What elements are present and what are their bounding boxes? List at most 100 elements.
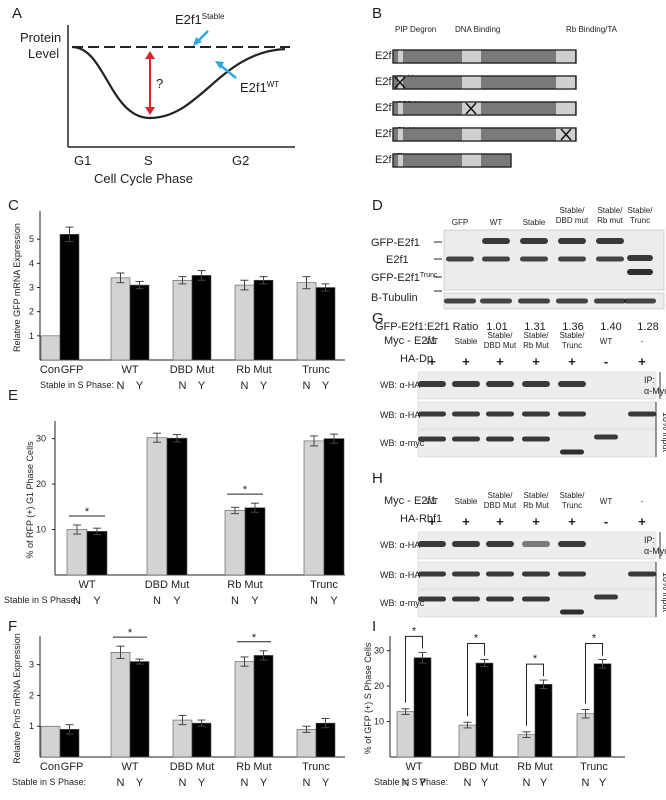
bar bbox=[166, 437, 188, 576]
panel-letter-a: A bbox=[12, 5, 22, 22]
significance-bracket bbox=[585, 643, 603, 704]
panelI-ylabel: % of GFP (+) S Phase Cells bbox=[363, 642, 373, 754]
panel-c-chart: 1 2 3 4 5 Relative GFP mRNA Expression Con GFP W… bbox=[12, 211, 345, 392]
bar bbox=[413, 657, 432, 758]
significance-star: * bbox=[474, 633, 479, 645]
category-label: DBD Mut bbox=[170, 761, 215, 773]
category-label: WT bbox=[121, 364, 138, 376]
domain-label-rb: Rb Binding/TA bbox=[566, 25, 618, 34]
rb-domain-1 bbox=[556, 76, 575, 89]
blot-band bbox=[452, 381, 480, 387]
category-label: Rb Mut bbox=[236, 364, 271, 376]
bar bbox=[458, 724, 477, 758]
blot-d-ratio: 1.40 bbox=[600, 321, 621, 333]
coip-lane-label: Stable bbox=[455, 497, 478, 506]
coip-lane-label: Stable/ bbox=[560, 491, 586, 500]
bar bbox=[253, 279, 274, 361]
panelH-tag: HA-Rbf1 bbox=[400, 513, 442, 525]
bar bbox=[303, 440, 325, 576]
y-tick-label: 5 bbox=[29, 234, 34, 244]
coip-lane-label: WT bbox=[426, 337, 439, 346]
coip-lane-label: Stable/ bbox=[560, 331, 586, 340]
bar bbox=[296, 282, 317, 361]
coip-lane-label: WT bbox=[600, 497, 613, 506]
blot-band bbox=[522, 411, 550, 417]
blot-band bbox=[452, 596, 480, 602]
y-tick-label: 30 bbox=[374, 646, 384, 656]
mutation-x-icon bbox=[465, 102, 477, 115]
blot-d-lane-label: Trunc bbox=[630, 216, 650, 225]
category-label: Rb Mut bbox=[227, 579, 262, 591]
bar bbox=[296, 728, 317, 758]
mutation-x-icon bbox=[394, 76, 406, 89]
panel-letter-g: G bbox=[372, 310, 384, 327]
bar bbox=[191, 722, 212, 758]
coip-row-label: WB: α-myc bbox=[380, 598, 425, 608]
blot-band bbox=[594, 434, 618, 440]
domain-label-dna: DNA Binding bbox=[455, 25, 500, 34]
category-label: DBD Mut bbox=[170, 364, 215, 376]
blot-band bbox=[444, 298, 476, 304]
bar bbox=[86, 531, 108, 576]
blot-band bbox=[558, 571, 586, 577]
stable-y: Y bbox=[540, 777, 548, 789]
bar bbox=[59, 234, 80, 361]
stable-n: N bbox=[153, 595, 161, 607]
y-tick-label: 10 bbox=[36, 525, 46, 535]
panel-a-ylabel-2: Level bbox=[28, 46, 59, 61]
blot-band bbox=[558, 381, 586, 387]
construct-body-1 bbox=[392, 75, 577, 90]
blot-band bbox=[560, 449, 584, 455]
bar bbox=[40, 725, 61, 758]
category-label: DBD Mut bbox=[454, 761, 499, 773]
blot-band bbox=[452, 411, 480, 417]
category-label: Con bbox=[40, 364, 60, 376]
coip-plus-minus: + bbox=[462, 354, 470, 369]
panel-e-chart: 10 20 30% of RFP (+) G1 Phase Cells * * WT DBD… bbox=[4, 421, 345, 607]
bar bbox=[224, 510, 246, 576]
category-label: WT bbox=[78, 579, 95, 591]
panel-letter-f: F bbox=[8, 618, 17, 635]
dna-domain-0 bbox=[462, 50, 481, 63]
coip-lane-label: Stable/ bbox=[524, 331, 550, 340]
bar bbox=[315, 287, 336, 361]
blot-band bbox=[480, 298, 512, 304]
blot-band bbox=[486, 541, 514, 547]
blot-band bbox=[482, 238, 510, 244]
coip-plus-minus: + bbox=[428, 514, 436, 529]
coip-lane-label: Stable/ bbox=[488, 491, 514, 500]
significance-star: * bbox=[592, 633, 597, 645]
panel-i-chart: 10 20 30% of GFP (+) S Phase Cells * * * * WT DB… bbox=[363, 625, 625, 789]
coip-ip-sub: α-Myc bbox=[644, 386, 666, 396]
pip-domain-4 bbox=[398, 154, 403, 167]
phase-g1: G1 bbox=[74, 153, 91, 168]
blot-band bbox=[558, 238, 586, 244]
panelF-ylabel: Relative PnrS mRNA Expression bbox=[12, 633, 22, 764]
category-label: WT bbox=[121, 761, 138, 773]
coip-row-label: WB: α-myc bbox=[380, 438, 425, 448]
blot-band bbox=[596, 256, 624, 262]
blot-d-lane-label: Rb mut bbox=[597, 216, 624, 225]
panel-b-constructs: PIP Degron DNA Binding Rb Binding/TA E2f… bbox=[375, 25, 618, 168]
blot-d-lane-label: Stable/ bbox=[560, 206, 586, 215]
coip-input-label: 10% input bbox=[661, 572, 666, 613]
blot-d-lane-label: GFP bbox=[452, 218, 468, 227]
blot-band bbox=[452, 571, 480, 577]
blot-band bbox=[522, 381, 550, 387]
coip-lane-label: Trunc bbox=[562, 341, 582, 350]
panel-letter-h: H bbox=[372, 470, 383, 487]
stable-y: Y bbox=[136, 380, 144, 392]
stable-y: Y bbox=[173, 595, 181, 607]
blot-d-lane-label: Stable/ bbox=[628, 206, 654, 215]
stable-n: N bbox=[523, 777, 531, 789]
blot-band bbox=[627, 269, 653, 275]
blot-d-ratio: 1.36 bbox=[562, 321, 583, 333]
phase-s: S bbox=[144, 153, 153, 168]
bar bbox=[110, 277, 131, 361]
panel-f-chart: 1 2 3 Relative PnrS mRNA Expression * * Con GFP… bbox=[12, 627, 345, 789]
blot-band bbox=[446, 256, 474, 262]
blot-band bbox=[418, 596, 446, 602]
bar bbox=[172, 719, 193, 758]
